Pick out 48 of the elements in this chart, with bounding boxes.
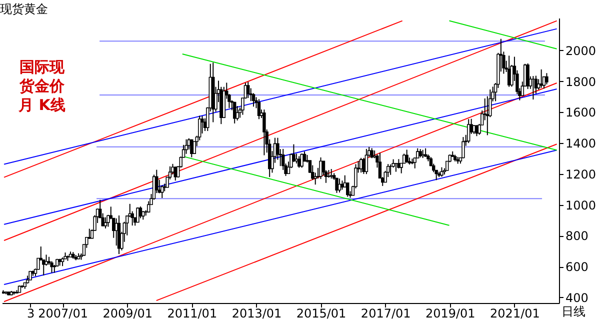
candlestick [246,81,250,98]
candlestick [346,182,350,198]
candlestick [319,156,322,180]
y-tick-label: 1000 [566,198,596,212]
candlestick [104,216,108,229]
x-tick-label: 2009/01 [102,306,153,320]
candlestick [101,212,104,227]
candlestick [370,148,374,159]
candlestick [330,168,333,180]
candlestick [540,68,543,88]
candlestick [362,157,366,174]
candlestick [44,254,48,266]
candlestick [526,62,530,90]
x-tick-label: 2015/01 [296,306,346,320]
x-tick-label: 2011/01 [167,306,218,320]
candlestick [262,109,266,156]
candlestick [462,136,465,159]
x-tick-label: 2017/01 [360,306,411,320]
y-tick-label: 800 [566,229,588,244]
candlestick [440,166,444,178]
x-tick-label: 3 [26,306,35,320]
x-tick-label: 2013/01 [232,306,282,320]
candlestick [294,153,298,164]
x-axis-title: 日线 [562,304,586,318]
y-tick-label: 1400 [566,136,596,151]
candlestick [335,177,338,194]
candlestick [50,260,54,274]
candlestick [340,180,344,190]
y-tick-label: 2000 [566,44,596,58]
candlestick [545,72,548,85]
candlestick [190,138,194,158]
chart-title: 现货黄金 [0,2,48,16]
candlestick [314,172,317,186]
candlestick [300,153,304,168]
candlestick [184,138,188,154]
candlestick [236,106,239,122]
candlestick [364,148,368,175]
y-tick-label: 1800 [566,74,596,89]
candlestick [405,149,408,164]
y-tick-label: 1200 [566,167,596,182]
y-tick-label: 600 [566,260,588,274]
x-tick-label: 2019/01 [425,306,476,320]
annotation: 国际现货金价月 K线 [18,58,66,114]
candlestick [475,124,478,137]
y-tick-label: 1600 [566,106,596,120]
x-tick-label: 2021/01 [490,306,540,320]
y-tick-label: 400 [566,290,588,305]
x-tick-label: 2007/01 [38,306,88,320]
